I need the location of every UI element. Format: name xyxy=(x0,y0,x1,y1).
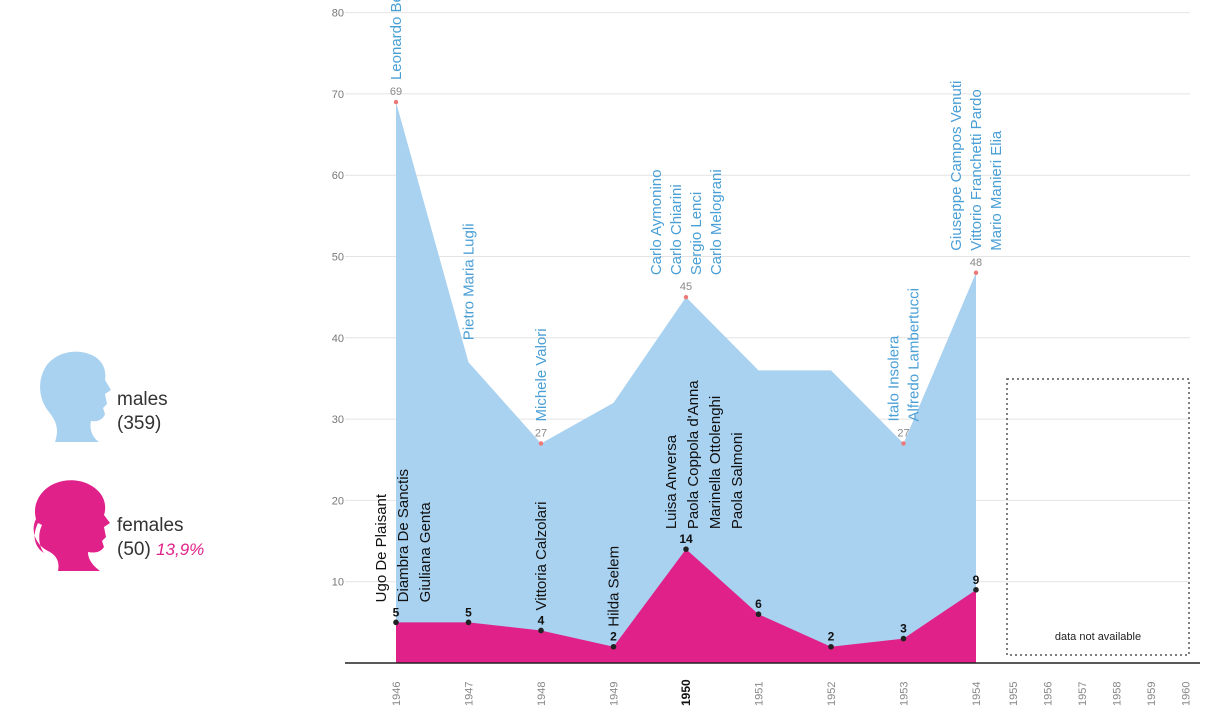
female-name-annotation: Marinella Ottolenghi xyxy=(707,396,724,529)
male-data-point xyxy=(683,294,689,300)
legend-males-label: males (359) xyxy=(117,388,168,436)
female-value-label: 6 xyxy=(755,597,762,611)
female-data-point xyxy=(973,587,979,593)
male-name-annotation: Carlo Melograni xyxy=(708,169,725,275)
female-name-annotation: Vittoria Calzolari xyxy=(533,502,550,611)
female-value-label: 5 xyxy=(465,605,472,619)
x-tick-label: 1954 xyxy=(971,682,983,706)
y-tick-label: 70 xyxy=(332,89,344,101)
female-data-point xyxy=(755,611,762,618)
male-name-annotation: Leonardo Benevolo xyxy=(388,0,405,80)
y-tick-label: 20 xyxy=(332,495,344,507)
male-name-annotation: Carlo Chiarini xyxy=(668,184,685,275)
female-value-label: 2 xyxy=(828,630,835,644)
female-value-label: 2 xyxy=(610,630,617,644)
male-name-annotation: Sergio Lenci xyxy=(688,192,705,275)
x-tick-label: 1956 xyxy=(1043,682,1055,706)
male-value-label: 48 xyxy=(970,257,982,269)
male-name-annotation: Alfredo Lambertucci xyxy=(906,288,923,421)
y-tick-label: 10 xyxy=(332,577,344,589)
name-annotations: Leonardo Benevolo Pietro Maria Lugli Miche… xyxy=(373,0,1005,627)
male-data-point xyxy=(901,441,906,446)
males-count: (359) xyxy=(117,413,162,434)
female-value-label: 3 xyxy=(900,622,907,636)
female-data-point xyxy=(610,643,617,650)
female-head-silhouette-icon xyxy=(33,480,110,571)
data-not-available-label: data not available xyxy=(1055,631,1141,643)
x-tick-label: 1960 xyxy=(1181,682,1193,706)
female-name-annotation: Hilda Selem xyxy=(606,546,623,627)
y-tick-label: 60 xyxy=(332,170,344,182)
x-tick-label: 1958 xyxy=(1112,682,1124,706)
female-name-annotation: Paola Salmoni xyxy=(729,432,746,529)
female-value-label: 5 xyxy=(393,605,400,619)
female-name-annotation: Giuliana Genta xyxy=(417,502,434,603)
male-value-label: 69 xyxy=(390,86,402,98)
x-tick-label: 1949 xyxy=(609,682,621,706)
male-value-label: 27 xyxy=(535,427,547,439)
male-name-annotation: Vittorio Franchetti Pardo xyxy=(968,89,985,250)
y-tick-label: 30 xyxy=(332,414,344,426)
male-value-label: 27 xyxy=(897,427,909,439)
female-name-annotation: Diambra De Sanctis xyxy=(395,469,412,602)
male-value-label: 45 xyxy=(680,281,692,293)
female-data-point xyxy=(900,635,907,642)
female-name-annotation: Luisa Anversa xyxy=(663,434,680,529)
x-axis-ticks: 1946 1947 1948 1949 1950 1951 1952 1953 1954 1955… xyxy=(391,679,1193,706)
data-points xyxy=(393,99,979,650)
males-label: males xyxy=(117,389,168,410)
legend-females-label: females (50) 13,9% xyxy=(117,514,204,562)
y-tick-label: 50 xyxy=(332,252,344,264)
male-name-annotation: Carlo Aymonino xyxy=(648,170,665,276)
x-tick-label: 1950 xyxy=(679,679,693,706)
females-area xyxy=(396,549,976,663)
male-data-point xyxy=(393,99,399,105)
male-head-silhouette-icon xyxy=(40,351,111,442)
x-tick-label: 1952 xyxy=(826,682,838,706)
x-tick-label: 1951 xyxy=(754,682,766,706)
males-area xyxy=(396,102,976,663)
female-data-point xyxy=(538,627,544,634)
x-tick-label: 1946 xyxy=(391,682,403,706)
female-name-annotation: Paola Coppola d'Anna xyxy=(685,380,702,529)
females-count: (50) xyxy=(117,539,151,560)
female-data-point xyxy=(683,546,689,552)
male-data-point xyxy=(538,441,544,446)
females-percent: 13,9% xyxy=(156,540,205,559)
x-tick-label: 1953 xyxy=(899,682,911,706)
x-tick-label: 1948 xyxy=(536,682,548,706)
y-tick-label: 80 xyxy=(332,8,344,20)
female-name-annotation: Ugo De Plaisant xyxy=(373,493,390,602)
male-name-annotation: Mario Manieri Elia xyxy=(988,130,1005,251)
x-tick-label: 1947 xyxy=(464,682,476,706)
females-label: females xyxy=(117,515,184,536)
female-value-label: 14 xyxy=(679,532,693,546)
male-name-annotation: Michele Valori xyxy=(533,328,550,421)
male-name-annotation: Pietro Maria Lugli xyxy=(461,223,478,340)
value-labels: 69 27 45 27 48 5 5 4 2 14 6 2 3 9 xyxy=(390,86,982,644)
female-data-point xyxy=(393,619,399,626)
x-tick-label: 1955 xyxy=(1008,682,1020,706)
female-value-label: 9 xyxy=(973,573,980,587)
male-name-annotation: Italo Insolera xyxy=(886,335,903,422)
male-data-point xyxy=(973,270,979,275)
data-not-available-box xyxy=(1006,378,1190,656)
female-data-point xyxy=(465,619,472,626)
male-name-annotation: Giuseppe Campos Venuti xyxy=(948,81,965,251)
x-tick-label: 1957 xyxy=(1077,682,1089,706)
female-data-point xyxy=(828,643,834,650)
y-axis-ticks: 10 20 30 40 50 60 70 80 xyxy=(332,8,344,589)
x-tick-label: 1959 xyxy=(1146,682,1158,706)
female-value-label: 4 xyxy=(538,613,545,627)
y-tick-label: 40 xyxy=(332,333,344,345)
